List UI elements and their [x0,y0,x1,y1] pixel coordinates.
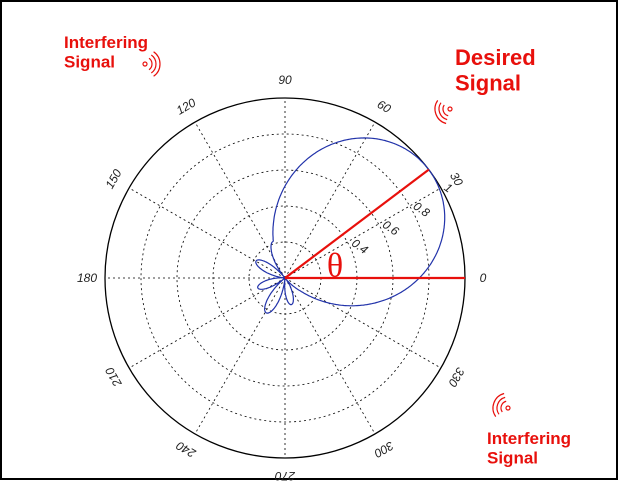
annotations: Interfering Signal Desired Signal Interferin… [64,33,571,468]
angle-tick-label: 60 [375,97,394,116]
wave-arc [438,102,448,121]
radiation-pattern [255,137,446,314]
desired-signal-label: Desired Signal [455,45,536,95]
signal-waves-icon [142,51,161,77]
angle-tick-label: 180 [77,271,97,285]
grid-spoke [194,121,286,279]
radial-tick-label: 0.4 [349,236,371,257]
radial-tick-label: 0.8 [411,199,433,220]
angle-tick-label: 330 [445,365,467,390]
wave-arc [500,400,507,413]
interfering-signal-top-label: Interfering Signal [64,33,148,72]
angle-tick-label: 240 [174,438,199,461]
grid-spoke [284,121,376,279]
grid-spoke [194,277,286,435]
angle-tick-label: 120 [174,95,199,117]
angle-tick-label: 270 [275,469,296,482]
angle-tick-label: 210 [102,365,125,390]
angle-symbol: θ [327,247,343,284]
direction-overlay: θ [284,168,465,284]
wave-source [447,106,453,112]
angle-tick-label: 300 [372,438,397,460]
angle-tick-label: 30 [447,170,466,189]
signal-waves-icon [434,100,453,125]
grid-spoke [284,277,376,435]
pattern-curve [255,137,446,314]
angle-tick-label: 90 [278,73,292,87]
interfering-signal-bottom-label: Interfering Signal [487,429,571,468]
grid-spoke [128,277,286,369]
wave-arc [492,392,505,417]
angle-tick-label: 150 [102,167,124,192]
wave-arc [153,51,161,77]
grid-spoke [284,187,442,279]
grid-spoke [284,277,442,369]
radial-tick-label: 0.6 [380,217,402,238]
wave-source [142,61,148,67]
wave-arc [496,396,506,415]
signal-waves-icon [492,392,511,417]
desired-direction-line [284,168,430,279]
wave-arc [442,104,449,117]
wave-arc [150,54,157,74]
grid-spoke [128,187,286,279]
angle-tick-label: 0 [480,271,487,285]
wave-source [505,405,511,411]
wave-arc [148,57,153,71]
wave-arc [434,100,447,125]
